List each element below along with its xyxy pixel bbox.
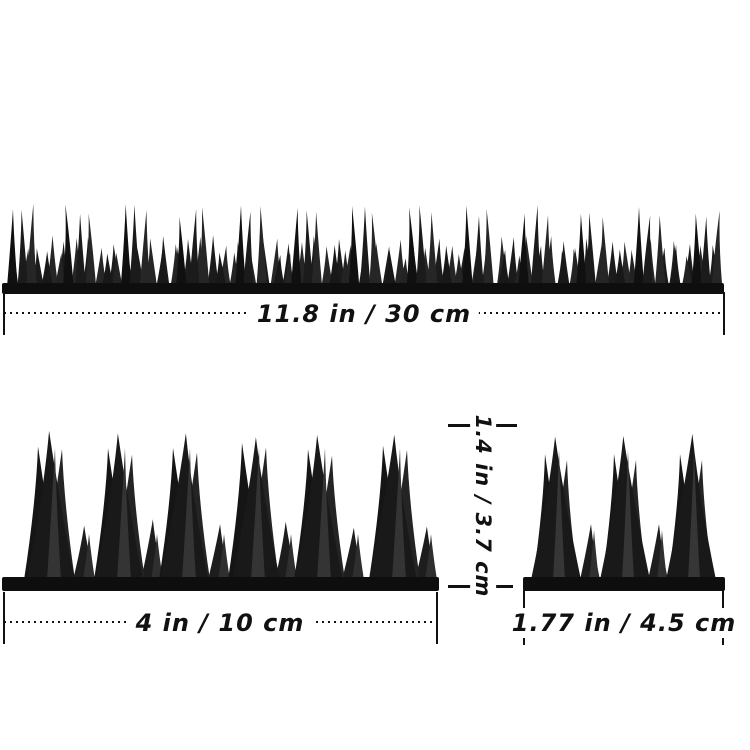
measure-tick-medium-right xyxy=(436,592,438,644)
spike-strip-short-image xyxy=(523,433,725,591)
measure-label-long: 11.8 in / 30 cm xyxy=(248,299,480,329)
measure-label-medium: 4 in / 10 cm xyxy=(127,608,313,638)
measure-label-height: 1.4 in / 3.7 cm xyxy=(469,404,497,608)
measure-label-short: 1.77 in / 4.5 cm xyxy=(503,608,745,638)
measure-tick-long-right xyxy=(723,292,725,335)
measure-tick-medium-left xyxy=(3,592,5,644)
spike-strip-medium-image xyxy=(2,430,439,591)
spike-strip-long-image xyxy=(2,203,724,294)
